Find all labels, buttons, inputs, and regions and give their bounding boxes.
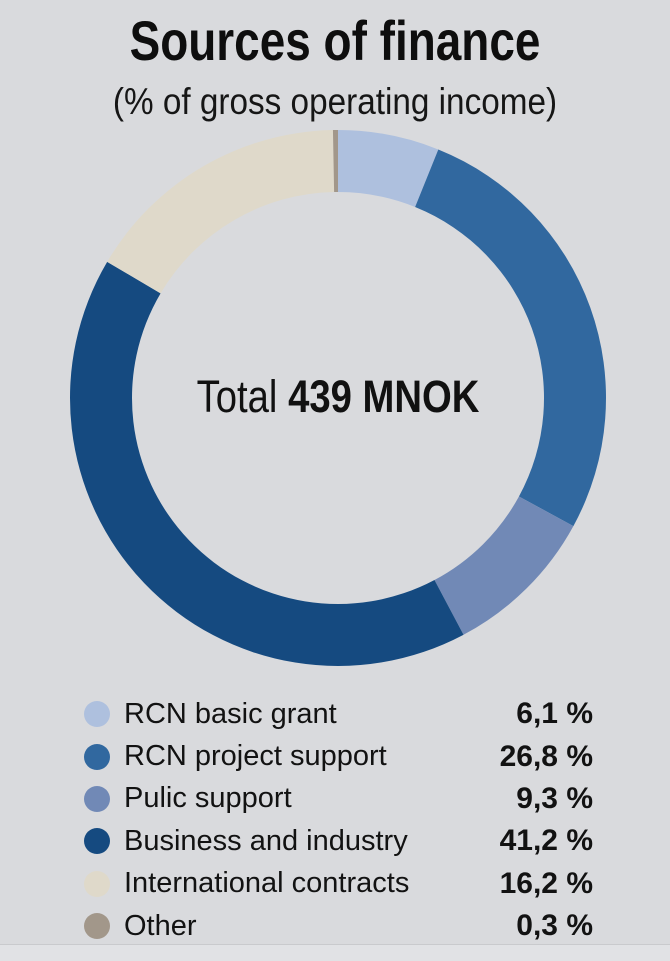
legend-item-business-and-industry: Business and industry 41,2 % [84, 820, 593, 862]
legend-label: Business and industry [124, 824, 408, 857]
legend-label: RCN project support [124, 740, 387, 773]
donut-segment-business-and-industry [70, 261, 464, 667]
footer-strip [0, 944, 670, 961]
donut-chart: Total 439 MNOK [58, 118, 618, 678]
legend-label: RCN basic grant [124, 697, 337, 730]
legend-value: 6,1 % [516, 697, 593, 731]
legend-bullet-icon [84, 701, 110, 728]
donut-chart-svg [70, 130, 607, 667]
total-prefix: Total [196, 371, 278, 422]
donut-segment-other [332, 130, 338, 193]
legend-bullet-icon [84, 743, 110, 770]
legend-bullet-icon [84, 913, 110, 940]
legend-value: 41,2 % [499, 824, 593, 858]
donut-segment-rcn-basic-grant [338, 130, 439, 207]
legend-value: 9,3 % [516, 781, 593, 815]
legend-item-pulic-support: Pulic support 9,3 % [84, 778, 593, 820]
legend-label: International contracts [124, 867, 410, 900]
page-title: Sources of finance [129, 9, 541, 72]
legend-item-other: Other 0,3 % [84, 905, 593, 947]
legend-bullet-icon [84, 828, 110, 855]
legend-bullet-icon [84, 785, 110, 812]
legend-item-international-contracts: International contracts 16,2 % [84, 863, 593, 905]
header: Sources of finance (% of gross operating… [0, 0, 670, 123]
legend: RCN basic grant 6,1 % RCN project support 2… [84, 693, 593, 947]
legend-value: 0,3 % [516, 909, 593, 943]
total-value: 439 MNOK [288, 371, 480, 422]
chart-total-label: Total 439 MNOK [100, 371, 576, 423]
donut-segment-pulic-support [434, 496, 574, 635]
page-subtitle: (% of gross operating income) [112, 80, 558, 122]
donut-segment-international-contracts [107, 130, 335, 294]
legend-item-rcn-basic-grant: RCN basic grant 6,1 % [84, 693, 593, 735]
legend-value: 16,2 % [499, 866, 593, 900]
legend-bullet-icon [84, 870, 110, 897]
legend-item-rcn-project-support: RCN project support 26,8 % [84, 735, 593, 777]
legend-label: Pulic support [124, 782, 292, 815]
legend-value: 26,8 % [499, 739, 593, 773]
legend-label: Other [124, 909, 197, 942]
donut-segment-rcn-project-support [415, 149, 607, 527]
